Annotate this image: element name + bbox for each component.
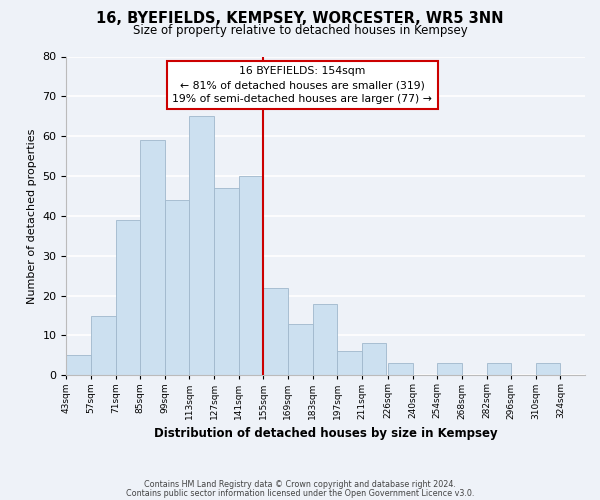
Bar bbox=[67, 356, 91, 376]
Bar bbox=[116, 220, 140, 376]
Bar bbox=[388, 364, 413, 376]
Bar bbox=[190, 116, 214, 376]
Bar bbox=[214, 188, 239, 376]
Text: Contains HM Land Registry data © Crown copyright and database right 2024.: Contains HM Land Registry data © Crown c… bbox=[144, 480, 456, 489]
Text: Contains public sector information licensed under the Open Government Licence v3: Contains public sector information licen… bbox=[126, 489, 474, 498]
Y-axis label: Number of detached properties: Number of detached properties bbox=[27, 128, 37, 304]
Bar bbox=[362, 344, 386, 376]
Text: 16, BYEFIELDS, KEMPSEY, WORCESTER, WR5 3NN: 16, BYEFIELDS, KEMPSEY, WORCESTER, WR5 3… bbox=[96, 11, 504, 26]
Bar bbox=[140, 140, 165, 376]
Text: 16 BYEFIELDS: 154sqm
← 81% of detached houses are smaller (319)
19% of semi-deta: 16 BYEFIELDS: 154sqm ← 81% of detached h… bbox=[172, 66, 433, 104]
Bar bbox=[337, 352, 362, 376]
X-axis label: Distribution of detached houses by size in Kempsey: Distribution of detached houses by size … bbox=[154, 427, 497, 440]
Bar bbox=[263, 288, 288, 376]
Bar bbox=[536, 364, 560, 376]
Bar bbox=[313, 304, 337, 376]
Bar bbox=[91, 316, 116, 376]
Text: Size of property relative to detached houses in Kempsey: Size of property relative to detached ho… bbox=[133, 24, 467, 37]
Bar bbox=[487, 364, 511, 376]
Bar bbox=[437, 364, 462, 376]
Bar bbox=[288, 324, 313, 376]
Bar bbox=[239, 176, 263, 376]
Bar bbox=[165, 200, 190, 376]
